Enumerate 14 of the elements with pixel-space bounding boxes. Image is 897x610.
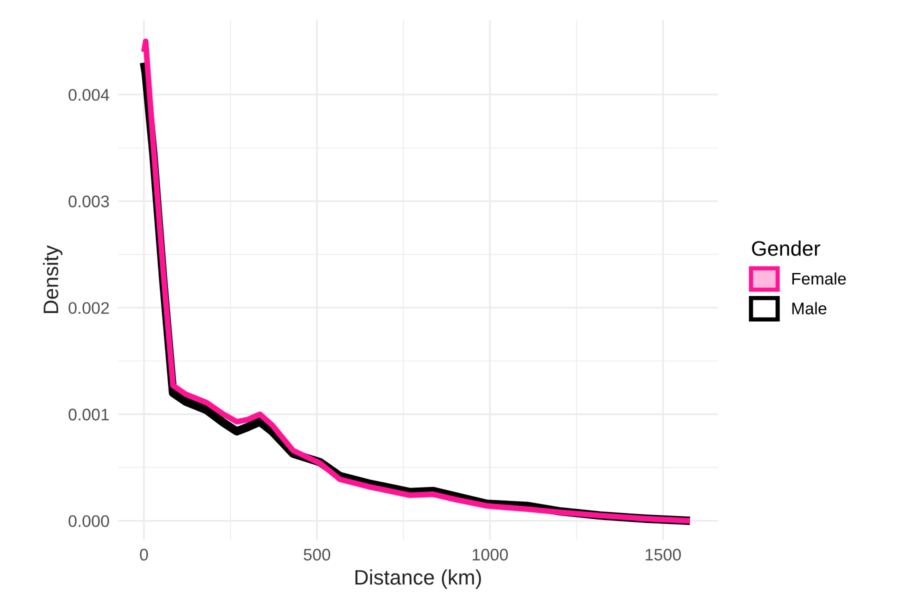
legend-label: Female bbox=[792, 272, 846, 285]
x-tick-label: 500 bbox=[304, 548, 330, 561]
x-tick-label: 1500 bbox=[646, 548, 681, 561]
legend-title: Gender bbox=[752, 240, 820, 256]
x-axis-title: Distance (km) bbox=[355, 569, 481, 589]
y-axis-title: Density bbox=[42, 245, 62, 314]
y-tick-label: 0.004 bbox=[68, 88, 110, 101]
y-tick-label: 0.003 bbox=[68, 196, 109, 208]
y-tick-label: 0.002 bbox=[68, 302, 109, 314]
x-tick-label: 1000 bbox=[472, 548, 508, 561]
legend-label: Male bbox=[792, 302, 826, 314]
y-tick-label: 0.001 bbox=[68, 408, 109, 420]
y-tick-label: 0.000 bbox=[68, 515, 110, 528]
x-tick-label: 0 bbox=[140, 548, 148, 561]
